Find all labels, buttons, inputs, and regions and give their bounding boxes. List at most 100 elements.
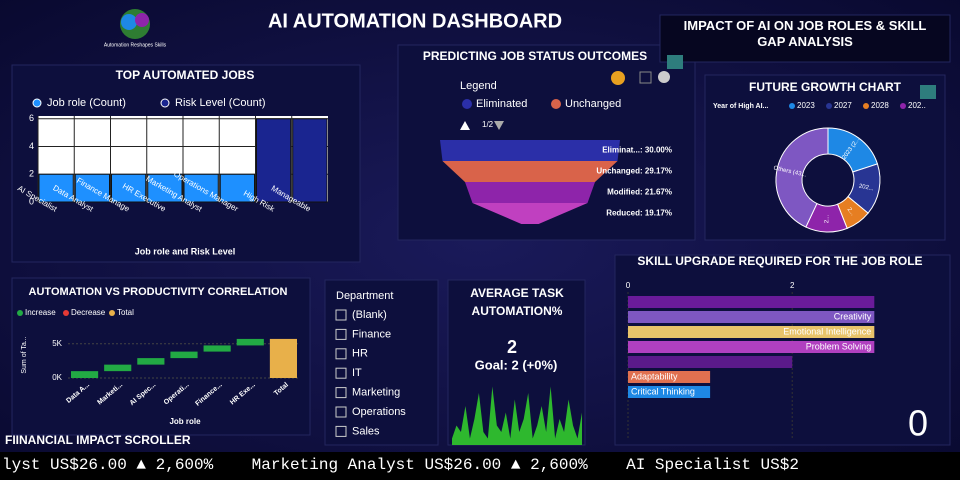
legend-label: Total	[117, 308, 134, 317]
bar	[147, 173, 183, 203]
checkbox[interactable]	[335, 387, 347, 399]
bar	[628, 386, 711, 398]
bar	[628, 356, 793, 368]
checkbox[interactable]	[335, 348, 347, 360]
icon	[639, 71, 652, 84]
legend-marker	[900, 103, 906, 109]
icon	[667, 55, 683, 69]
legend-label: Decrease	[71, 308, 106, 317]
panel-title: AUTOMATION VS PRODUCTIVITY CORRELATION	[29, 286, 288, 298]
slicer-option: IT	[352, 367, 362, 379]
checkbox[interactable]	[335, 367, 347, 379]
icon	[920, 85, 936, 99]
panel-title: FUTURE GROWTH CHART	[749, 80, 902, 94]
page-indicator: 1/2	[482, 120, 494, 129]
checkbox[interactable]	[335, 328, 347, 340]
bar	[628, 311, 875, 323]
legend-label: Job role (Count)	[47, 97, 126, 109]
panel-title: SKILL UPGRADE REQUIRED FOR THE JOB ROLE	[637, 254, 922, 268]
legend-label: Unchanged	[565, 98, 621, 110]
logo-text: Automation Reshapes Skills	[104, 42, 167, 48]
bar	[38, 173, 74, 203]
data-label: 2...	[846, 207, 856, 218]
bar	[104, 364, 132, 372]
panel-title: PREDICTING JOB STATUS OUTCOMES	[423, 49, 647, 63]
card-value: 0	[908, 403, 928, 444]
slicer-option: HR	[352, 348, 368, 360]
category-label: Problem Solving	[806, 341, 872, 351]
panel	[11, 277, 311, 436]
bar	[170, 351, 198, 359]
x-tick-label: 0	[626, 281, 631, 290]
slicer-option: (Blank)	[352, 309, 387, 321]
legend-label: Eliminated	[476, 98, 527, 110]
y-tick-label: 5K	[52, 339, 62, 348]
panel-title: TOP AUTOMATED JOBS	[116, 68, 255, 82]
legend-label: 2028	[871, 101, 889, 110]
bar	[219, 173, 255, 203]
bar	[236, 338, 264, 346]
legend-label: Risk Level (Count)	[175, 97, 265, 109]
y-tick-label: 2	[29, 169, 34, 179]
dashboard-title: AI AUTOMATION DASHBOARD	[268, 10, 562, 32]
legend-marker	[109, 310, 115, 316]
funnel-stage	[472, 203, 588, 224]
y-tick-label: 0K	[52, 373, 62, 382]
legend-marker	[826, 103, 832, 109]
icon	[611, 71, 625, 85]
y-tick-label: 6	[29, 113, 34, 123]
legend-title: Legend	[460, 80, 497, 92]
data-label: Modified: 21.67%	[607, 188, 672, 197]
logo-shape	[121, 14, 137, 30]
logo-shape	[135, 13, 149, 27]
slicer-title: Department	[336, 290, 393, 302]
legend-label: 2023	[797, 101, 815, 110]
data-label: Eliminat...: 30.00%	[602, 146, 672, 155]
y-tick-label: 4	[29, 141, 34, 151]
bar	[111, 173, 147, 203]
slicer-option: Sales	[352, 425, 380, 437]
legend-marker	[32, 98, 42, 108]
legend-label: 2027	[834, 101, 852, 110]
bar	[628, 341, 875, 353]
legend-marker	[160, 98, 170, 108]
category-label: Adaptability	[631, 371, 678, 381]
slicer-option: Operations	[352, 406, 406, 418]
kpi-value: 2	[507, 337, 517, 357]
kpi-goal: Goal: 2 (+0%)	[475, 357, 558, 372]
legend-label: Increase	[25, 308, 56, 317]
panel	[324, 279, 439, 446]
y-tick-label: 0	[29, 196, 34, 206]
bar	[137, 358, 165, 365]
icons	[460, 55, 936, 130]
ticker-text: lyst US$26.00 ▲ 2,600% Marketing Analyst…	[2, 456, 799, 474]
checkbox[interactable]	[335, 406, 347, 418]
bar	[269, 338, 297, 378]
legend-label: 202..	[908, 101, 926, 110]
bar	[628, 296, 875, 308]
funnel-stage	[442, 161, 618, 182]
y-axis-label: Sum of Ta...	[21, 336, 28, 373]
data-label: 202...	[858, 184, 874, 193]
icon	[460, 121, 470, 130]
legend-marker	[462, 99, 472, 109]
funnel-stage	[440, 140, 620, 161]
impact-title: IMPACT OF AI ON JOB ROLES & SKILL GAP AN…	[683, 18, 927, 49]
donut-slice	[775, 127, 829, 228]
icon	[494, 121, 504, 130]
bar	[71, 371, 99, 378]
legend-marker	[551, 99, 561, 109]
category-label: Emotional Intelligence	[783, 326, 871, 336]
bar	[628, 371, 711, 383]
average-task-title: AVERAGE TASK AUTOMATION%	[470, 286, 564, 318]
funnel-stage	[464, 182, 596, 203]
legend-title: Year of High AI...	[713, 103, 768, 110]
checkbox[interactable]	[335, 425, 347, 437]
category-label: Creativity	[834, 311, 872, 321]
legend-marker	[789, 103, 795, 109]
panel	[659, 14, 951, 63]
checkbox[interactable]	[335, 309, 347, 321]
x-tick-label: 2	[790, 281, 795, 290]
